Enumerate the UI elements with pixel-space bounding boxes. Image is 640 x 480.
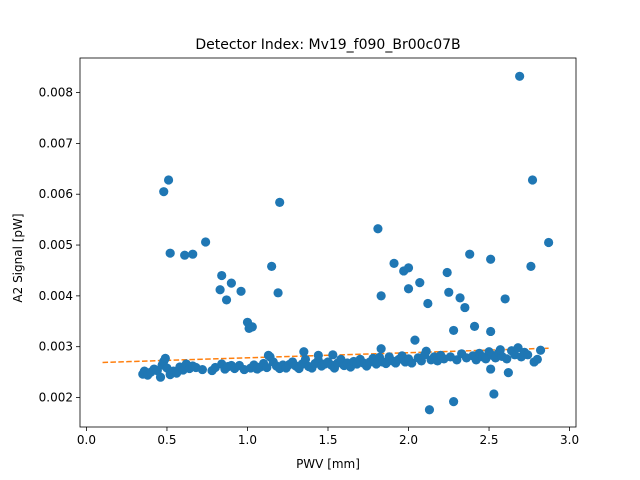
outlier-point (236, 286, 246, 296)
fit-line-layer (102, 347, 549, 364)
outlier-point (444, 287, 454, 297)
data-point (376, 344, 386, 354)
outlier-point (526, 261, 536, 271)
outlier-point (389, 258, 399, 268)
outlier-point (267, 261, 277, 271)
outlier-point (180, 250, 190, 260)
outlier-point (159, 187, 169, 197)
outlier-point (486, 254, 496, 264)
outlier-point (449, 325, 459, 336)
data-point (160, 353, 170, 363)
data-point (421, 346, 431, 356)
outlier-point (415, 278, 425, 288)
outlier-point (460, 302, 470, 313)
chart-title: Detector Index: Mv19_f090_Br00c07B (195, 37, 460, 53)
x-tick-label: 1.0 (238, 433, 257, 447)
x-tick-label: 2.5 (479, 433, 498, 447)
outlier-point (465, 249, 475, 259)
outlier-point (275, 197, 285, 207)
outlier-point (410, 335, 420, 345)
outlier-point (424, 405, 435, 415)
x-tick-label: 1.5 (318, 433, 337, 447)
data-point (513, 343, 523, 353)
outlier-point (403, 284, 414, 294)
outlier-point (217, 270, 227, 281)
data-point (532, 354, 542, 364)
outlier-point (373, 224, 383, 234)
data-points-layer (138, 71, 554, 415)
data-point (155, 372, 166, 382)
outlier-point (469, 321, 480, 331)
data-point (262, 362, 272, 373)
data-point (197, 364, 207, 375)
outlier-point (527, 175, 538, 185)
y-axis-label: A2 Signal [pW] (11, 213, 25, 302)
x-axis-label: PWV [mm] (296, 457, 360, 471)
data-point (535, 345, 546, 355)
y-tick-label: 0.002 (39, 391, 73, 405)
outlier-point (403, 263, 414, 273)
axes-layer: 0.0 0.5 1.0 1.5 2.0 2.5 3.0 0.002 0.003 0.004 0.00… (39, 57, 579, 447)
data-point (299, 347, 309, 357)
y-tick-label: 0.008 (39, 86, 73, 100)
outlier-point (215, 285, 225, 295)
outlier-point (455, 293, 465, 303)
data-point (300, 354, 311, 364)
outlier-point (376, 291, 386, 301)
data-point (263, 350, 274, 360)
data-point (523, 350, 533, 360)
data-point (407, 358, 417, 368)
outlier-point (442, 267, 452, 278)
x-tick-label: 3.0 (560, 433, 579, 447)
outlier-point (486, 326, 496, 337)
outlier-point (489, 389, 499, 399)
data-point (495, 345, 505, 355)
x-tick-label: 0.5 (157, 433, 176, 447)
outlier-point (221, 295, 232, 305)
outlier-point (188, 249, 198, 259)
y-tick-label: 0.006 (39, 187, 73, 201)
outlier-point (486, 364, 496, 374)
outlier-point (503, 368, 513, 378)
outlier-point (273, 288, 283, 298)
outlier-point (247, 322, 257, 332)
x-tick-label: 2.0 (399, 433, 418, 447)
x-tick-label: 0.0 (77, 433, 96, 447)
outlier-point (165, 248, 175, 258)
data-point (502, 354, 512, 364)
outlier-point (226, 278, 236, 288)
fit-line (102, 347, 549, 364)
y-tick-label: 0.004 (39, 289, 73, 303)
y-tick-label: 0.003 (39, 340, 73, 354)
outlier-point (163, 175, 174, 185)
data-point (313, 350, 323, 360)
y-tick-label: 0.007 (39, 136, 73, 150)
y-tick-label: 0.005 (39, 238, 73, 252)
outlier-point (201, 237, 211, 247)
outlier-point (515, 71, 525, 81)
outlier-point (544, 237, 554, 248)
outlier-point (423, 298, 433, 309)
outlier-point (449, 396, 459, 407)
data-point (328, 350, 338, 360)
outlier-point (500, 294, 510, 304)
